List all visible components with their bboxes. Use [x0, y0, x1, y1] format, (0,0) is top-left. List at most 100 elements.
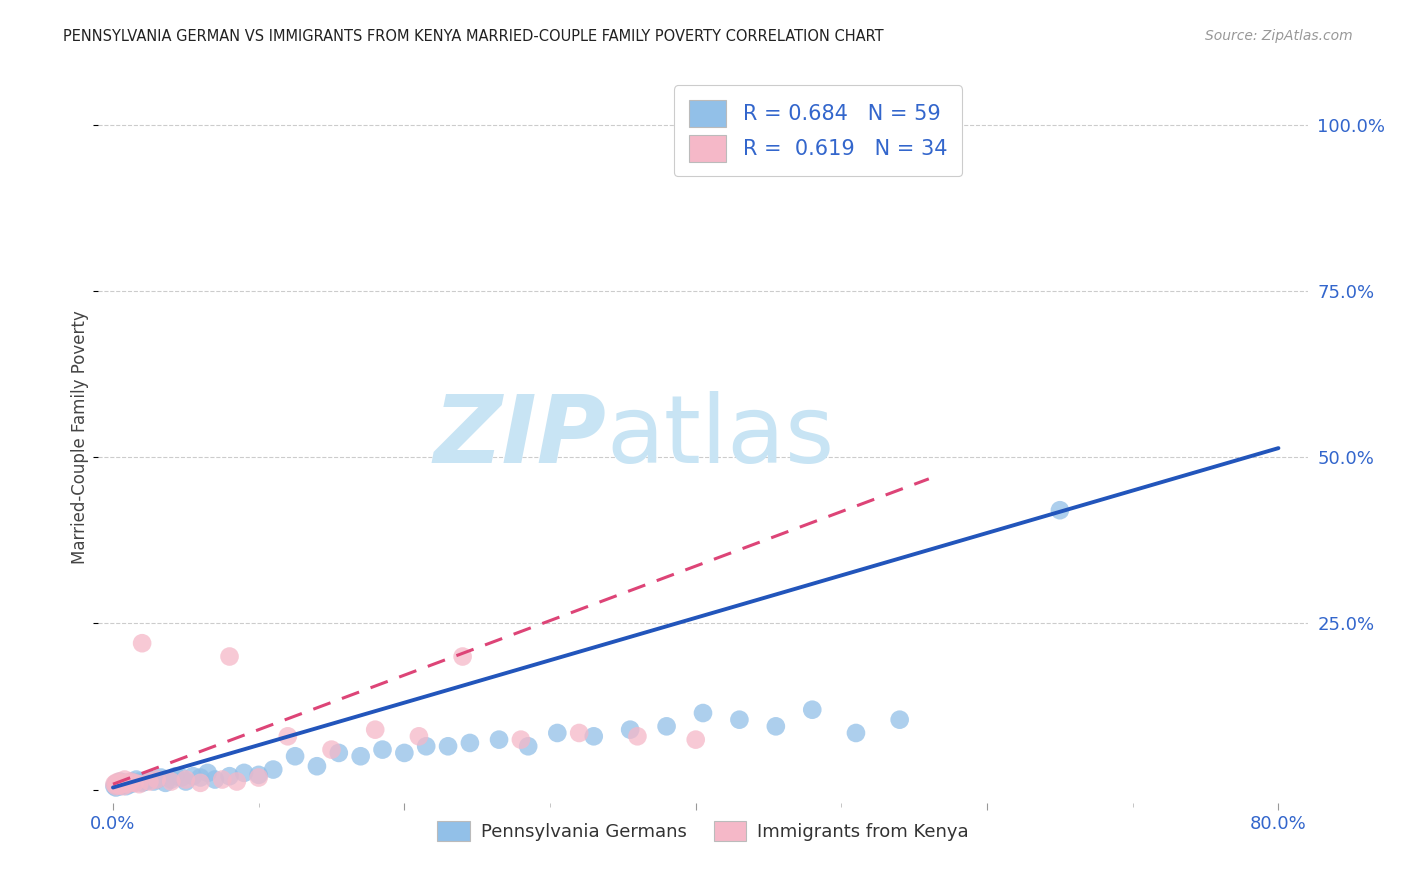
Point	[115, 779, 138, 793]
Point	[138, 772, 160, 787]
Point	[801, 703, 824, 717]
Point	[277, 729, 299, 743]
Point	[190, 771, 212, 785]
Point	[233, 765, 256, 780]
Point	[150, 771, 173, 785]
Point	[104, 780, 127, 795]
Point	[321, 742, 343, 756]
Point	[138, 774, 160, 789]
Point	[197, 765, 219, 780]
Point	[105, 777, 128, 791]
Point	[889, 713, 911, 727]
Point	[112, 779, 135, 793]
Point	[165, 769, 187, 783]
Point	[121, 774, 143, 789]
Point	[110, 774, 132, 789]
Text: ZIP: ZIP	[433, 391, 606, 483]
Point	[155, 776, 177, 790]
Point	[328, 746, 350, 760]
Point	[117, 776, 139, 790]
Point	[104, 777, 127, 791]
Point	[120, 777, 142, 791]
Point	[117, 777, 139, 791]
Point	[125, 772, 148, 787]
Point	[181, 769, 204, 783]
Point	[394, 746, 416, 760]
Point	[204, 772, 226, 787]
Legend: Pennsylvania Germans, Immigrants from Kenya: Pennsylvania Germans, Immigrants from Ke…	[430, 814, 976, 848]
Point	[108, 777, 131, 791]
Point	[1340, 118, 1362, 132]
Point	[225, 774, 247, 789]
Point	[103, 779, 125, 793]
Point	[131, 636, 153, 650]
Point	[114, 772, 136, 787]
Point	[114, 777, 136, 791]
Point	[108, 774, 131, 789]
Point	[371, 742, 394, 756]
Point	[655, 719, 678, 733]
Point	[364, 723, 387, 737]
Point	[105, 779, 128, 793]
Point	[174, 772, 197, 787]
Text: Source: ZipAtlas.com: Source: ZipAtlas.com	[1205, 29, 1353, 43]
Point	[728, 713, 751, 727]
Point	[105, 776, 128, 790]
Point	[284, 749, 307, 764]
Point	[247, 771, 270, 785]
Point	[685, 732, 707, 747]
Point	[160, 772, 183, 787]
Point	[104, 776, 127, 790]
Point	[619, 723, 641, 737]
Point	[458, 736, 481, 750]
Point	[145, 772, 167, 787]
Point	[190, 776, 212, 790]
Point	[120, 774, 142, 789]
Point	[115, 776, 138, 790]
Point	[111, 778, 134, 792]
Y-axis label: Married-Couple Family Poverty: Married-Couple Family Poverty	[72, 310, 90, 564]
Point	[350, 749, 373, 764]
Point	[108, 779, 131, 793]
Point	[174, 774, 197, 789]
Point	[451, 649, 474, 664]
Point	[104, 779, 127, 793]
Point	[103, 777, 125, 791]
Point	[415, 739, 437, 754]
Point	[218, 649, 240, 664]
Point	[170, 771, 193, 785]
Point	[134, 774, 156, 789]
Point	[112, 776, 135, 790]
Point	[247, 768, 270, 782]
Point	[568, 726, 591, 740]
Point	[211, 772, 233, 787]
Point	[145, 772, 167, 787]
Point	[110, 776, 132, 790]
Point	[692, 706, 714, 720]
Point	[128, 774, 150, 789]
Point	[305, 759, 328, 773]
Point	[546, 726, 568, 740]
Point	[765, 719, 787, 733]
Point	[110, 779, 132, 793]
Point	[509, 732, 531, 747]
Point	[128, 777, 150, 791]
Point	[160, 774, 183, 789]
Point	[845, 726, 868, 740]
Point	[517, 739, 540, 754]
Point	[142, 774, 165, 789]
Point	[488, 732, 510, 747]
Point	[111, 777, 134, 791]
Point	[437, 739, 460, 754]
Point	[124, 776, 146, 790]
Point	[408, 729, 430, 743]
Point	[582, 729, 605, 743]
Point	[131, 776, 153, 790]
Text: PENNSYLVANIA GERMAN VS IMMIGRANTS FROM KENYA MARRIED-COUPLE FAMILY POVERTY CORRE: PENNSYLVANIA GERMAN VS IMMIGRANTS FROM K…	[63, 29, 884, 44]
Point	[626, 729, 648, 743]
Point	[262, 763, 284, 777]
Point	[218, 769, 240, 783]
Point	[1049, 503, 1071, 517]
Point	[124, 776, 146, 790]
Text: atlas: atlas	[606, 391, 835, 483]
